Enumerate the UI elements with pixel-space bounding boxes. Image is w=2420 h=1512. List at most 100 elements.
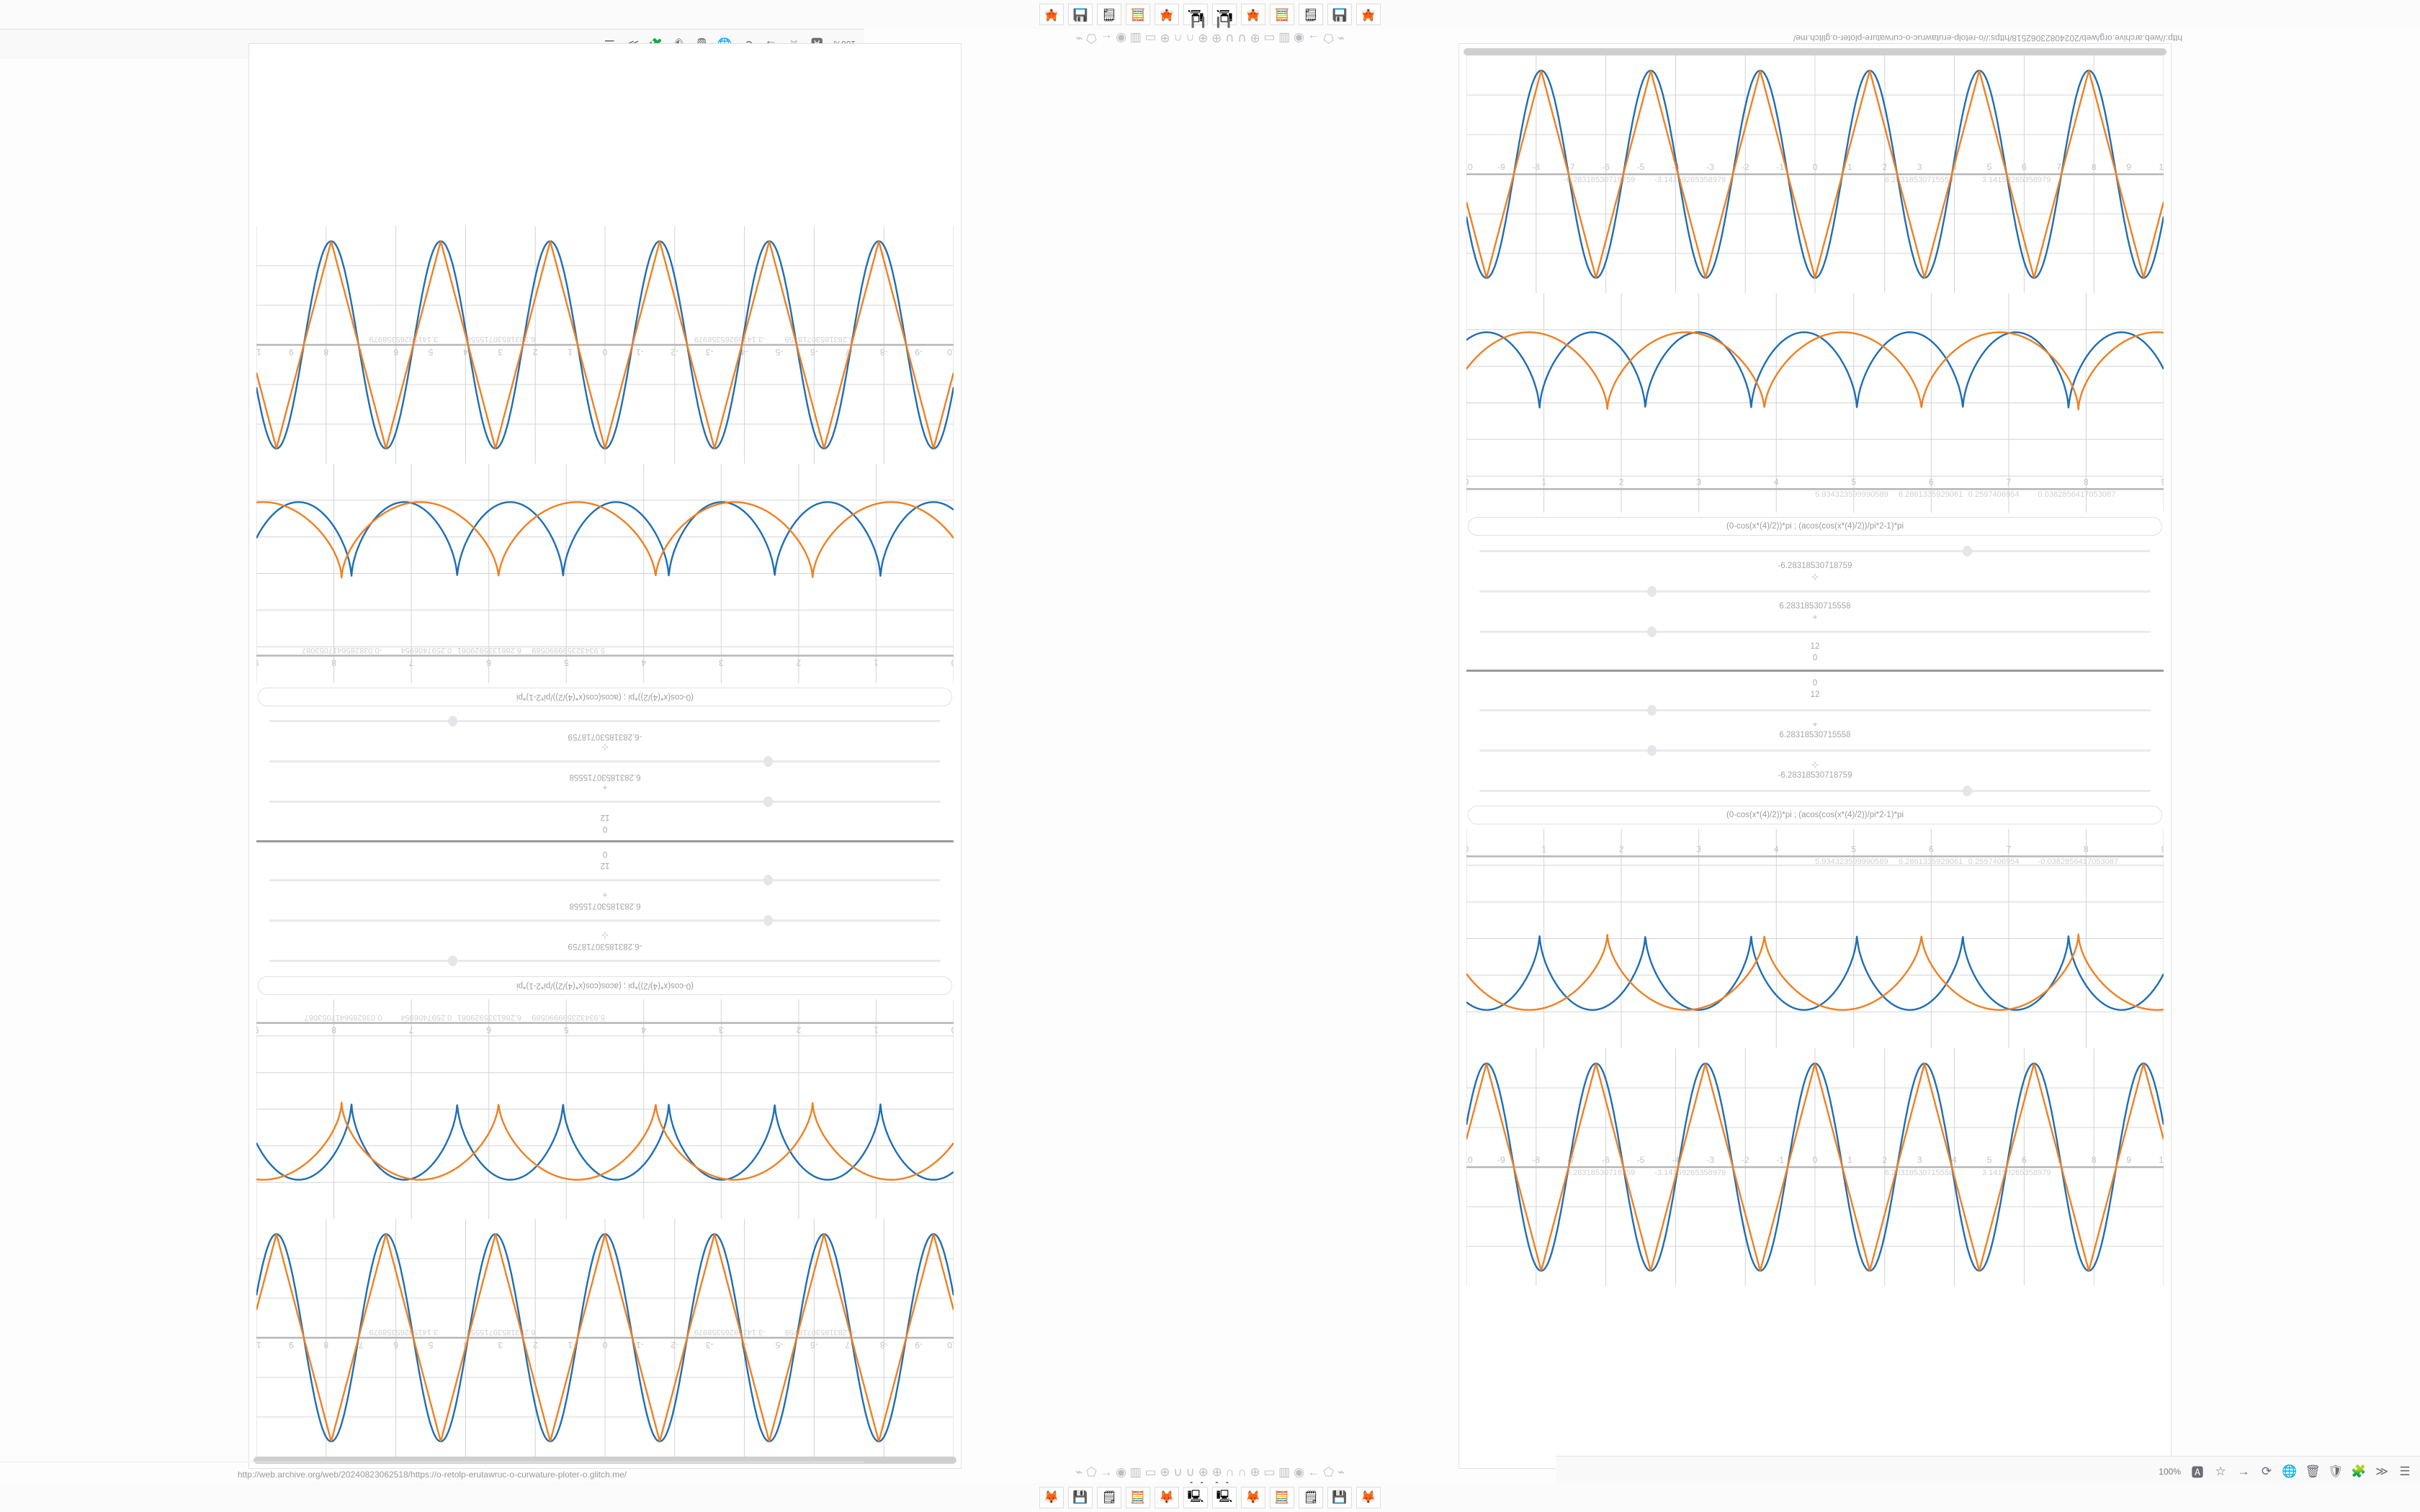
firefox-icon[interactable]: 🦊: [1356, 1487, 1381, 1508]
controls-lower: 0 12 +6.28318530715558 ⊹ -6.28318530718759: [252, 711, 958, 836]
reload-icon[interactable]: ⟳: [2261, 1464, 2272, 1478]
slider-b2[interactable]: [1479, 744, 2151, 757]
slider-knob[interactable]: [763, 796, 773, 807]
slider-b[interactable]: [269, 914, 941, 927]
firefox-icon[interactable]: 🦊: [1356, 4, 1381, 25]
scroll-indicator-right[interactable]: [1464, 48, 2166, 55]
address-bar-bottom-left[interactable]: http://web.archive.org/web/2024082306251…: [0, 1462, 864, 1486]
slider-track: [1479, 750, 2151, 752]
floppy-save-icon[interactable]: 💾: [1068, 4, 1093, 25]
plot-annotations: -6.28318530718759 -3.14159265358979 6.2831…: [369, 1328, 856, 1336]
terminal-icon[interactable]: 🖳: [1183, 1487, 1208, 1508]
svg-text:7: 7: [408, 658, 413, 668]
svg-text:6.2861335929061: 6.2861335929061: [457, 646, 521, 654]
svg-text:-2: -2: [1742, 162, 1749, 172]
slider-a[interactable]: [269, 955, 941, 968]
plus-b: +: [602, 890, 608, 900]
calculator-icon[interactable]: 🧮: [1270, 4, 1294, 25]
firefox-icon-2[interactable]: 🦊: [1241, 1487, 1265, 1508]
formula-input[interactable]: (0-cos(x*(4)/2))*pi ; (acos(cos(x*(4)/2)…: [1468, 806, 2162, 824]
shield-icon[interactable]: 🛡: [2328, 1464, 2344, 1478]
slider-c2[interactable]: [1479, 703, 2151, 716]
trash-icon[interactable]: 🗑: [2305, 1464, 2321, 1478]
svg-text:-8: -8: [1532, 162, 1540, 172]
slider-knob[interactable]: [1647, 626, 1657, 637]
svg-text:-0.0382856417053087: -0.0382856417053087: [2038, 858, 2119, 866]
notepad-icon[interactable]: 🗒: [1299, 4, 1323, 25]
slider-knob[interactable]: [447, 716, 457, 726]
plot-annotations: 5.934323599990589 6.2861335929061 0.259740…: [1815, 490, 2115, 499]
slider-knob[interactable]: [763, 915, 773, 926]
overflow-chevron-icon[interactable]: ≫: [2375, 1464, 2388, 1478]
plot-annotations: -6.28318530718759 -3.14159265358979 6.2831…: [369, 335, 856, 343]
bookmark-star-icon[interactable]: ☆: [2215, 1464, 2226, 1478]
firefox-icon-2[interactable]: 🦊: [1155, 1487, 1179, 1508]
slider-c2[interactable]: [269, 796, 941, 809]
chart-plot-2[interactable]: 0 1 2 3 4 5 6 7 8 9 5.934323599990589 6.28613359290…: [1466, 293, 2164, 513]
slider-knob[interactable]: [447, 955, 457, 966]
slider-knob[interactable]: [1963, 786, 1973, 796]
formula-input[interactable]: (0-cos(x*(4)/2))*pi ; (acos(cos(x*(4)/2)…: [1468, 517, 2162, 536]
slider-a2[interactable]: [1479, 784, 2151, 797]
slider-knob[interactable]: [1647, 745, 1657, 756]
grid: [1466, 829, 2164, 1048]
pause-indicator-top: ❙❙ ❙❙: [1181, 16, 1239, 30]
svg-text:4: 4: [641, 1025, 646, 1035]
firefox-icon[interactable]: 🦊: [1039, 1487, 1064, 1508]
value-c: 12: [600, 861, 610, 870]
slider-b[interactable]: [1479, 585, 2151, 598]
window-list-strip-bottom[interactable]: ⌁ ⬠ → ◉ ▥ ▭ ⊕ ∪ ∪ ⊕ ⊕ ∩ ∩ ⊕ ▭ ▥ ◉ ← ⬠ ⌁: [0, 1460, 2420, 1485]
chart-plot-1[interactable]: -10-9-8-7-6-5-4-3-2-1012345678910-6.2831…: [1466, 55, 2164, 293]
svg-text:9: 9: [289, 347, 294, 357]
floppy-save-icon[interactable]: 💾: [1327, 4, 1352, 25]
slider-a[interactable]: [1479, 544, 2151, 557]
hamburger-menu-icon[interactable]: ☰: [2399, 1464, 2411, 1478]
svg-text:5: 5: [1851, 477, 1856, 487]
svg-text:0.2597406954: 0.2597406954: [400, 1013, 452, 1022]
firefox-icon-2[interactable]: 🦊: [1241, 4, 1265, 25]
svg-text:6.2861335929061: 6.2861335929061: [457, 1013, 521, 1022]
taskbar-bottom[interactable]: 🦊 💾 🗒 🧮 🦊 🖳 🖳 🦊 🧮 🗒 💾 🦊: [0, 1483, 2420, 1512]
value-a: -6.28318530718759: [1778, 562, 1852, 570]
extensions-icon[interactable]: 🧩: [2351, 1464, 2367, 1478]
svg-text:7: 7: [408, 1025, 413, 1035]
chart-plot-4[interactable]: -10-9-8-7-6-5-4-3-2-1012345678910-6.2831…: [256, 226, 954, 464]
slider-knob[interactable]: [1647, 586, 1657, 597]
slider-c[interactable]: [1479, 625, 2151, 638]
value-a: -6.28318530718759: [568, 942, 642, 950]
terminal-icon[interactable]: 🖳: [1212, 1487, 1237, 1508]
calculator-icon[interactable]: 🧮: [1126, 1487, 1150, 1508]
calculator-icon[interactable]: 🧮: [1126, 4, 1150, 25]
svg-text:-6: -6: [1602, 162, 1610, 172]
svg-text:-2: -2: [671, 1340, 678, 1350]
svg-text:3: 3: [498, 1340, 503, 1350]
chart-plot-1[interactable]: -10-9-8-7-6-5-4-3-2-1012345678910-6.2831…: [256, 1219, 954, 1457]
chart-plot-4[interactable]: -10-9-8-7-6-5-4-3-2-1012345678910-6.2831…: [1466, 1048, 2164, 1286]
slider-b2[interactable]: [269, 755, 941, 768]
slider-a2[interactable]: [269, 715, 941, 728]
value-d: 0: [602, 850, 608, 858]
svg-text:1: 1: [1847, 1155, 1852, 1165]
translate-icon[interactable]: 🅰: [2191, 1466, 2204, 1480]
formula-input[interactable]: (0-cos(x*(4)/2))*pi ; (acos(cos(x*(4)/2)…: [258, 976, 952, 995]
chart-plot-3[interactable]: 0 1 2 3 4 5 6 7 8 9 5.934323599990589 6.28613359290…: [1466, 829, 2164, 1048]
notepad-icon[interactable]: 🗒: [1299, 1487, 1323, 1508]
chart-plot-3[interactable]: 0 1 2 3 4 5 6 7 8 9 5.934323599990589 6.28613359290…: [256, 464, 954, 683]
svg-text:10: 10: [2159, 162, 2164, 172]
slider-c[interactable]: [269, 874, 941, 887]
slider-knob[interactable]: [763, 875, 773, 886]
firefox-icon-2[interactable]: 🦊: [1155, 4, 1179, 25]
notepad-icon[interactable]: 🗒: [1097, 4, 1121, 25]
floppy-save-icon[interactable]: 💾: [1068, 1487, 1093, 1508]
notepad-icon[interactable]: 🗒: [1097, 1487, 1121, 1508]
floppy-save-icon[interactable]: 💾: [1327, 1487, 1352, 1508]
chart-plot-2[interactable]: 0 1 2 3 4 5 6 7 8 9 5.934323599990589 6.28613359290…: [256, 999, 954, 1219]
globe-icon[interactable]: 🌐: [2282, 1464, 2298, 1478]
firefox-icon[interactable]: 🦊: [1039, 4, 1064, 25]
calculator-icon[interactable]: 🧮: [1270, 1487, 1294, 1508]
slider-knob[interactable]: [1963, 546, 1973, 557]
slider-knob[interactable]: [1647, 705, 1657, 716]
formula-input[interactable]: (0-cos(x*(4)/2))*pi ; (acos(cos(x*(4)/2)…: [258, 688, 952, 706]
slider-knob[interactable]: [763, 756, 773, 767]
forward-arrow-icon[interactable]: →: [2237, 1464, 2250, 1478]
